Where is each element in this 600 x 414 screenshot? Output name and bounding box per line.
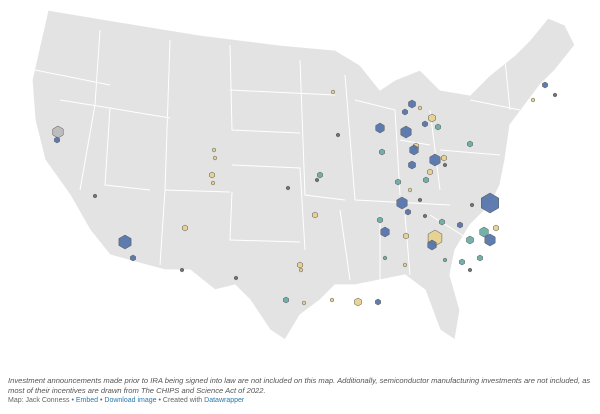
- investment-marker: [435, 123, 441, 131]
- investment-marker: [403, 232, 409, 240]
- investment-marker: [408, 99, 416, 109]
- investment-marker: [93, 193, 97, 199]
- investment-marker: [312, 211, 318, 219]
- investment-marker: [234, 275, 238, 281]
- map: [31, 9, 576, 342]
- investment-marker: [118, 234, 132, 250]
- investment-marker: [423, 176, 429, 184]
- investment-marker: [470, 202, 474, 208]
- datawrapper-link[interactable]: Datawrapper: [204, 397, 245, 404]
- investment-marker: [427, 168, 433, 176]
- investment-marker: [283, 296, 289, 304]
- investment-marker: [395, 178, 401, 186]
- separator: •: [158, 397, 161, 404]
- investment-marker: [182, 224, 188, 232]
- investment-marker: [542, 81, 548, 89]
- credits: Map: Jack Conness • Embed • Download ima…: [8, 397, 244, 404]
- investment-marker: [297, 261, 303, 269]
- investment-marker: [439, 218, 445, 226]
- investment-marker: [130, 254, 136, 262]
- investment-marker: [330, 297, 334, 303]
- investment-marker: [408, 187, 412, 193]
- state-borders: [34, 29, 521, 281]
- investment-marker: [443, 257, 447, 263]
- investment-marker: [212, 147, 216, 153]
- investment-marker: [54, 136, 60, 144]
- investment-marker: [302, 300, 306, 306]
- investment-marker: [400, 125, 412, 139]
- investment-marker: [213, 155, 217, 161]
- separator: •: [99, 397, 103, 404]
- investment-marker: [531, 97, 535, 103]
- investment-marker: [459, 258, 465, 266]
- investment-marker: [396, 196, 408, 210]
- investment-marker: [477, 254, 483, 262]
- investment-marker: [443, 162, 447, 168]
- investment-marker: [493, 224, 499, 232]
- embed-link[interactable]: Embed: [75, 397, 99, 404]
- investment-marker: [481, 192, 499, 214]
- investment-marker: [315, 177, 319, 183]
- footnote: Investment announcements made prior to I…: [8, 376, 591, 395]
- investment-marker: [180, 267, 184, 273]
- investment-markers: [52, 81, 557, 307]
- investment-marker: [354, 297, 362, 307]
- investment-marker: [553, 92, 557, 98]
- investment-marker: [479, 226, 489, 238]
- investment-marker: [209, 171, 215, 179]
- investment-marker: [418, 197, 422, 203]
- investment-marker: [428, 113, 436, 123]
- investment-marker: [468, 267, 472, 273]
- investment-marker: [402, 108, 408, 116]
- investment-marker: [375, 122, 385, 134]
- investment-marker: [380, 226, 390, 238]
- us-outline: [31, 9, 576, 342]
- investment-marker: [299, 267, 303, 273]
- investment-marker: [317, 171, 323, 179]
- investment-marker: [422, 120, 428, 128]
- investment-marker: [457, 221, 463, 229]
- created-with: Created with: [162, 397, 203, 404]
- investment-marker: [211, 180, 215, 186]
- investment-marker: [467, 140, 473, 148]
- investment-marker: [286, 185, 290, 191]
- credit: Map: Jack Conness: [8, 397, 70, 404]
- investment-marker: [377, 216, 383, 224]
- investment-marker: [427, 239, 437, 251]
- investment-marker: [405, 208, 411, 216]
- investment-marker: [375, 298, 381, 306]
- investment-marker: [429, 153, 441, 167]
- investment-marker: [418, 105, 422, 111]
- separator: •: [71, 397, 74, 404]
- investment-marker: [379, 148, 385, 156]
- investment-marker: [484, 233, 496, 247]
- investment-marker: [331, 89, 335, 95]
- investment-marker: [336, 132, 340, 138]
- investment-marker: [423, 213, 427, 219]
- investment-marker: [441, 154, 447, 162]
- investment-marker: [383, 255, 387, 261]
- investment-marker: [466, 235, 474, 245]
- investment-marker: [409, 144, 419, 156]
- download-link[interactable]: Download image: [104, 397, 157, 404]
- investment-marker: [403, 262, 407, 268]
- investment-marker: [408, 160, 416, 170]
